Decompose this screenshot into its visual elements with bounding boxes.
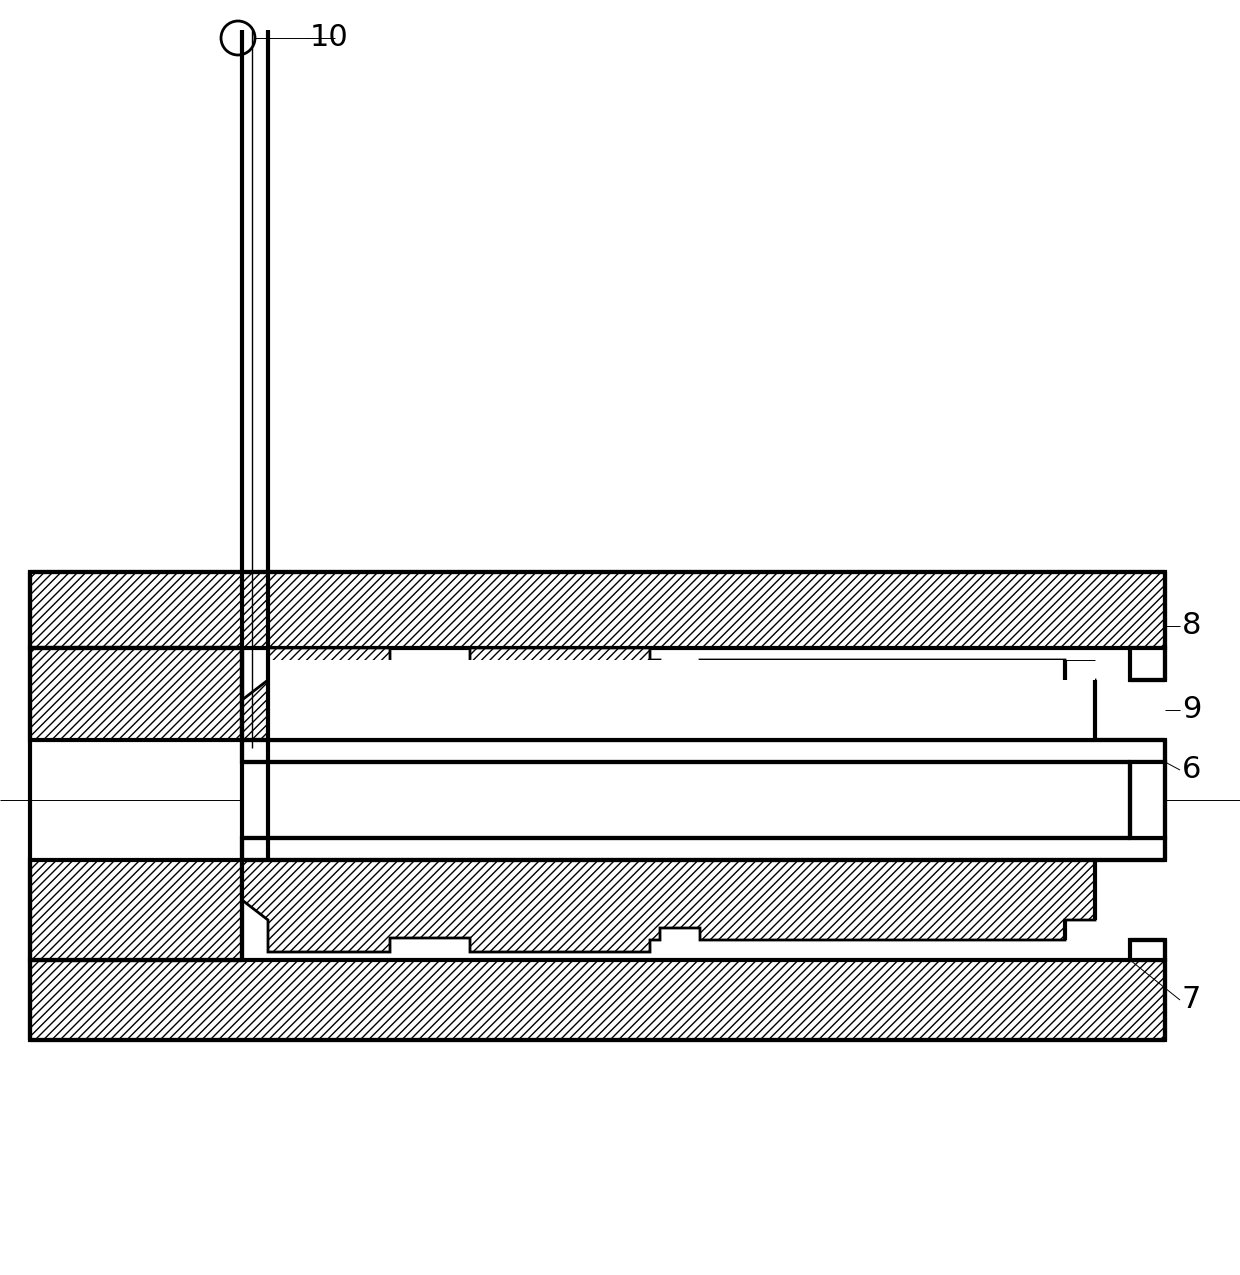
Polygon shape xyxy=(30,960,1166,1040)
Text: 6: 6 xyxy=(1182,756,1202,784)
Bar xyxy=(242,762,1130,838)
Bar xyxy=(1130,762,1166,838)
Polygon shape xyxy=(30,648,242,740)
Bar xyxy=(242,740,1166,762)
Polygon shape xyxy=(30,572,1166,648)
Polygon shape xyxy=(1130,940,1166,960)
Polygon shape xyxy=(242,648,1095,740)
Bar xyxy=(391,662,470,680)
Polygon shape xyxy=(1130,648,1166,680)
Text: 10: 10 xyxy=(310,23,348,52)
Polygon shape xyxy=(30,861,242,960)
Polygon shape xyxy=(242,861,1095,952)
Bar xyxy=(242,838,1166,861)
Text: 8: 8 xyxy=(1182,612,1202,640)
Text: 9: 9 xyxy=(1182,695,1202,724)
Bar xyxy=(268,660,1095,740)
Text: 7: 7 xyxy=(1182,986,1202,1015)
